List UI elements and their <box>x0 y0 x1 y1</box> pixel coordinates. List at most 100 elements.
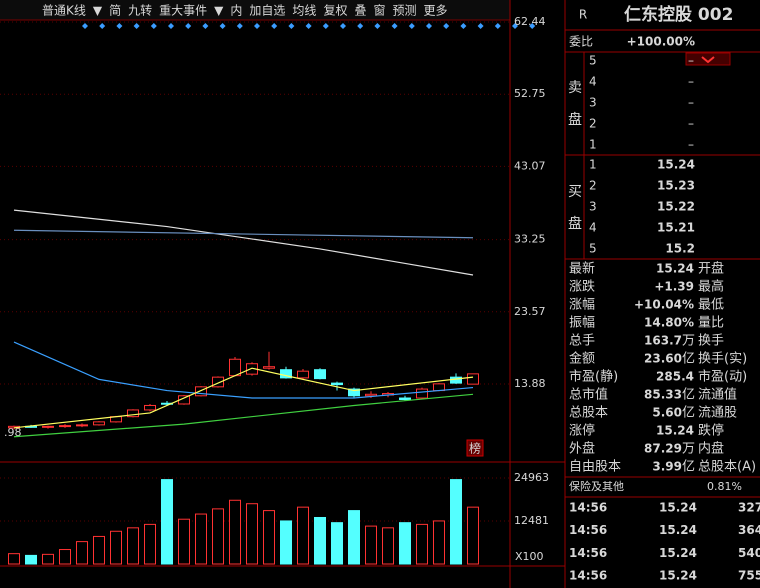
toolbar-item[interactable]: 九转 <box>128 3 152 18</box>
event-marker <box>322 23 329 29</box>
buy-price: 15.24 <box>657 158 695 172</box>
volume-bar <box>314 516 326 565</box>
tick-time: 14:56 <box>569 546 607 560</box>
candle-body <box>331 382 343 386</box>
toolbar-item[interactable]: 复权 <box>323 4 347 18</box>
tick-price: 15.24 <box>659 501 697 515</box>
buy-label: 盘 <box>568 215 582 232</box>
stat-label2: 内盘 <box>698 441 724 457</box>
volume-bar <box>110 530 122 565</box>
stat-label: 自由股本 <box>569 460 621 475</box>
event-marker <box>443 23 450 29</box>
stat-label: 振幅 <box>569 316 595 331</box>
volume-bar <box>195 513 207 565</box>
toolbar-item[interactable]: 窗 <box>373 4 385 18</box>
badge-box[interactable] <box>466 439 484 457</box>
volume-bar <box>144 523 156 565</box>
event-marker <box>99 23 106 29</box>
event-marker <box>219 23 226 29</box>
volume-bar <box>450 479 462 565</box>
event-marker <box>236 23 243 29</box>
toolbar-item[interactable]: 叠 <box>354 4 366 18</box>
buy-price: 15.21 <box>657 221 695 235</box>
candle-body <box>348 388 360 397</box>
stat-unit: 万 <box>682 442 695 457</box>
stat-label: 金额 <box>569 351 595 367</box>
sell-label: 盘 <box>568 111 582 128</box>
volume-bar <box>127 527 139 565</box>
buy-level: 2 <box>589 179 597 193</box>
stat-label2: 流通股 <box>698 406 737 421</box>
tick-volume: 364 <box>738 523 760 537</box>
moving-average <box>13 341 474 399</box>
toolbar-item[interactable]: ▼ <box>93 4 103 18</box>
stat-unit: 亿 <box>682 460 695 475</box>
sell-label: 卖 <box>568 80 582 96</box>
candle-body <box>433 383 445 392</box>
sell-level: 5 <box>589 54 597 68</box>
stat-label: 外盘 <box>569 441 595 457</box>
volume-bar <box>246 503 258 565</box>
sell-level: 1 <box>589 138 597 152</box>
volume-bar <box>297 506 309 565</box>
candle-body <box>263 366 275 369</box>
stat-label2: 开盘 <box>698 261 724 277</box>
toolbar-bg <box>0 0 510 20</box>
stat-label2: 量比 <box>698 316 724 331</box>
candle-body <box>212 376 224 388</box>
stat-value: 85.33 <box>644 388 682 402</box>
stat-label2: 流通值 <box>698 387 737 403</box>
buy-level: 1 <box>589 158 597 172</box>
buy-price: 15.23 <box>657 179 695 193</box>
sell-price: – <box>688 75 694 89</box>
stat-value: 15.24 <box>656 424 694 438</box>
price-tick-label: 43.07 <box>514 159 546 172</box>
toolbar-item[interactable]: ▼ <box>214 4 224 18</box>
stat-value: 285.4 <box>656 370 694 384</box>
stat-value: +1.39 <box>654 280 694 294</box>
moving-average <box>13 393 474 438</box>
toolbar-item[interactable]: 简 <box>109 4 121 18</box>
candle-body <box>365 393 377 397</box>
stat-label: 总手 <box>569 334 595 349</box>
volume-bar <box>76 541 88 565</box>
event-marker <box>271 23 278 29</box>
candle-body <box>416 388 428 399</box>
event-marker <box>185 23 192 29</box>
volume-bar <box>280 520 292 565</box>
volume-bar <box>416 523 428 565</box>
volume-bar <box>42 553 54 565</box>
event-marker <box>254 23 260 29</box>
tick-price: 15.24 <box>659 569 697 583</box>
stat-unit: 亿 <box>682 352 695 367</box>
volume-bar <box>433 520 445 565</box>
toolbar-item[interactable]: 更多 <box>424 4 448 18</box>
collapse-button[interactable] <box>685 52 731 66</box>
stat-value: 5.60 <box>652 406 682 420</box>
buy-price: 15.22 <box>657 200 695 214</box>
toolbar-item[interactable]: 加自选 <box>249 4 285 18</box>
toolbar-item[interactable]: 普通K线 <box>42 4 86 18</box>
event-marker <box>116 23 123 29</box>
price-tick-label: 23.57 <box>514 305 546 318</box>
event-marker <box>288 23 295 29</box>
volume-unit: X100 <box>515 550 544 563</box>
candle-body <box>42 425 54 428</box>
event-marker <box>340 23 346 29</box>
low-price-label: .98 <box>4 426 22 439</box>
price-tick-label: 33.25 <box>514 233 546 246</box>
toolbar-item[interactable]: 均线 <box>292 4 316 18</box>
volume-bar <box>161 479 173 565</box>
volume-bar <box>8 553 20 565</box>
toolbar-item[interactable]: 内 <box>230 4 242 18</box>
toolbar-item[interactable]: 重大事件 <box>159 4 207 18</box>
stat-label: 总市值 <box>569 387 608 403</box>
buy-price: 15.2 <box>665 242 695 256</box>
stat-value: 163.7 <box>644 334 682 348</box>
candle-body <box>229 358 241 377</box>
buy-label: 买 <box>568 184 582 200</box>
sell-level: 3 <box>589 96 597 110</box>
toolbar-item[interactable]: 预测 <box>392 4 416 18</box>
stat-label: 总股本 <box>569 406 608 421</box>
